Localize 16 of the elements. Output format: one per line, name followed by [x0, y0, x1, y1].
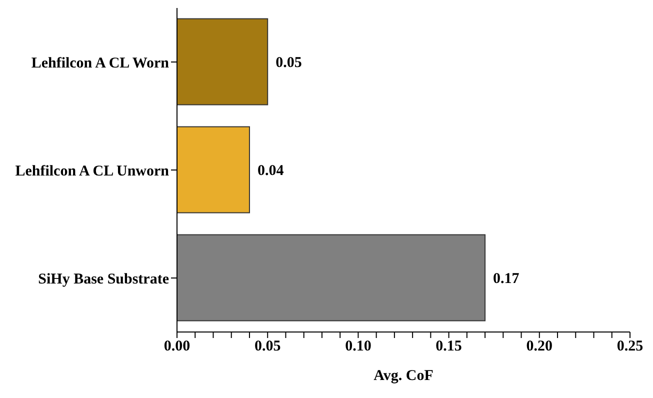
- data-label: 0.05: [276, 55, 302, 72]
- y-tick-label: Lehfilcon A CL Worn: [31, 55, 170, 72]
- x-tick-label: 0.05: [254, 338, 281, 355]
- bar: [177, 126, 250, 214]
- y-tick-label: SiHy Base Substrate: [38, 271, 170, 288]
- x-tick-label: 0.10: [345, 338, 372, 355]
- x-tick-label: 0.15: [436, 338, 462, 355]
- y-tick-label: Lehfilcon A CL Unworn: [15, 163, 170, 180]
- bar: [177, 234, 486, 322]
- x-tick-label: 0.25: [616, 338, 644, 355]
- x-axis-title: Avg. CoF: [374, 368, 434, 384]
- data-label: 0.17: [493, 271, 520, 288]
- bar: [177, 18, 268, 106]
- text: 0.00: [164, 338, 190, 355]
- x-tick-label: 0.20: [526, 338, 553, 355]
- data-label: 0.04: [257, 163, 284, 180]
